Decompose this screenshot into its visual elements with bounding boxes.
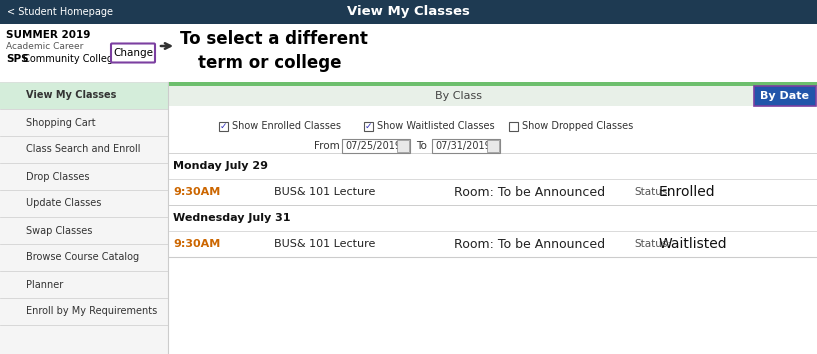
Text: Enrolled: Enrolled	[659, 185, 716, 199]
Text: Room: To be Announced: Room: To be Announced	[454, 185, 605, 199]
Bar	[432, 139, 500, 153]
Text: Status:: Status:	[634, 239, 671, 249]
Bar	[509, 121, 518, 131]
Text: Monday July 29: Monday July 29	[173, 161, 268, 171]
Text: From: From	[314, 141, 340, 151]
Text: < Student Homepage: < Student Homepage	[7, 7, 113, 17]
Text: Show Dropped Classes: Show Dropped Classes	[522, 121, 633, 131]
Text: Planner: Planner	[26, 280, 63, 290]
Bar	[0, 24, 817, 82]
Bar	[342, 139, 410, 153]
Text: Show Enrolled Classes: Show Enrolled Classes	[232, 121, 341, 131]
Text: Enroll by My Requirements: Enroll by My Requirements	[26, 307, 157, 316]
Text: Waitlisted: Waitlisted	[659, 237, 728, 251]
Text: Show Waitlisted Classes: Show Waitlisted Classes	[377, 121, 494, 131]
Bar	[0, 82, 168, 354]
Text: Community College: Community College	[20, 54, 119, 64]
Text: By Class: By Class	[435, 91, 483, 101]
Bar	[487, 140, 499, 152]
Bar	[397, 140, 409, 152]
Text: SUMMER 2019: SUMMER 2019	[6, 30, 91, 40]
Text: BUS& 101 Lecture: BUS& 101 Lecture	[274, 239, 375, 249]
Text: Swap Classes: Swap Classes	[26, 225, 92, 235]
Text: 9:30AM: 9:30AM	[173, 187, 221, 197]
Bar	[364, 121, 373, 131]
Text: Browse Course Catalog: Browse Course Catalog	[26, 252, 139, 263]
Text: Update Classes: Update Classes	[26, 199, 101, 209]
Text: Shopping Cart: Shopping Cart	[26, 118, 96, 127]
Text: Wednesday July 31: Wednesday July 31	[173, 213, 291, 223]
Text: View My Classes: View My Classes	[26, 91, 116, 101]
FancyBboxPatch shape	[111, 44, 155, 63]
Text: Status:: Status:	[634, 187, 671, 197]
Text: View My Classes: View My Classes	[347, 6, 470, 18]
Text: To: To	[416, 141, 426, 151]
Text: BUS& 101 Lecture: BUS& 101 Lecture	[274, 187, 375, 197]
Text: To select a different: To select a different	[180, 30, 368, 48]
Bar	[754, 86, 816, 106]
Text: Drop Classes: Drop Classes	[26, 171, 90, 182]
Bar	[169, 106, 817, 354]
Text: term or college: term or college	[198, 54, 342, 72]
Bar	[0, 82, 168, 109]
Text: Class Search and Enroll: Class Search and Enroll	[26, 144, 141, 154]
Text: SPS: SPS	[6, 54, 29, 64]
Bar	[169, 86, 817, 106]
Text: 9:30AM: 9:30AM	[173, 239, 221, 249]
Text: Room: To be Announced: Room: To be Announced	[454, 238, 605, 251]
Text: ✓: ✓	[365, 121, 373, 131]
Bar	[169, 82, 817, 86]
Text: ✓: ✓	[220, 121, 227, 131]
Text: 07/25/2019: 07/25/2019	[345, 141, 401, 151]
Bar	[219, 121, 228, 131]
Text: Change: Change	[113, 48, 153, 58]
Text: Academic Career: Academic Career	[6, 42, 83, 51]
Text: By Date: By Date	[761, 91, 810, 101]
Text: 07/31/2019: 07/31/2019	[435, 141, 491, 151]
Bar	[0, 0, 817, 24]
